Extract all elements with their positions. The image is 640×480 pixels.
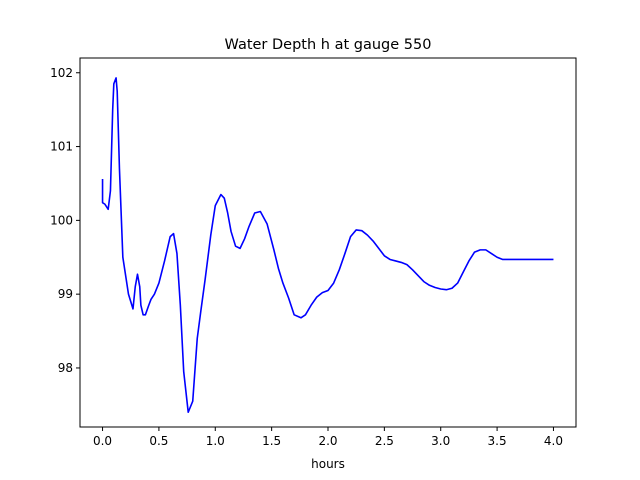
series-line-0 [101,77,554,414]
x-tick-label: 3.0 [431,434,450,448]
x-tick-label: 4.0 [544,434,563,448]
x-axis-label: hours [311,457,345,471]
y-axis: 98 99 100 101 102 [50,66,80,375]
x-tick-label: 3.5 [488,434,507,448]
chart-title: Water Depth h at gauge 550 [225,37,432,53]
y-tick-label: 102 [50,66,73,80]
x-tick-label: 0.5 [149,434,168,448]
x-tick-label: 0.0 [93,434,112,448]
y-tick-label: 98 [58,361,73,375]
y-tick-label: 99 [58,287,73,301]
y-tick-label: 100 [50,213,73,227]
x-tick-label: 2.0 [318,434,337,448]
plot-area [101,77,554,414]
x-tick-label: 2.5 [375,434,394,448]
x-tick-label: 1.0 [206,434,225,448]
x-axis: 0.0 0.5 1.0 1.5 2.0 2.5 3.0 3.5 4.0 [93,427,563,448]
x-tick-label: 1.5 [262,434,281,448]
y-tick-label: 101 [50,140,73,154]
